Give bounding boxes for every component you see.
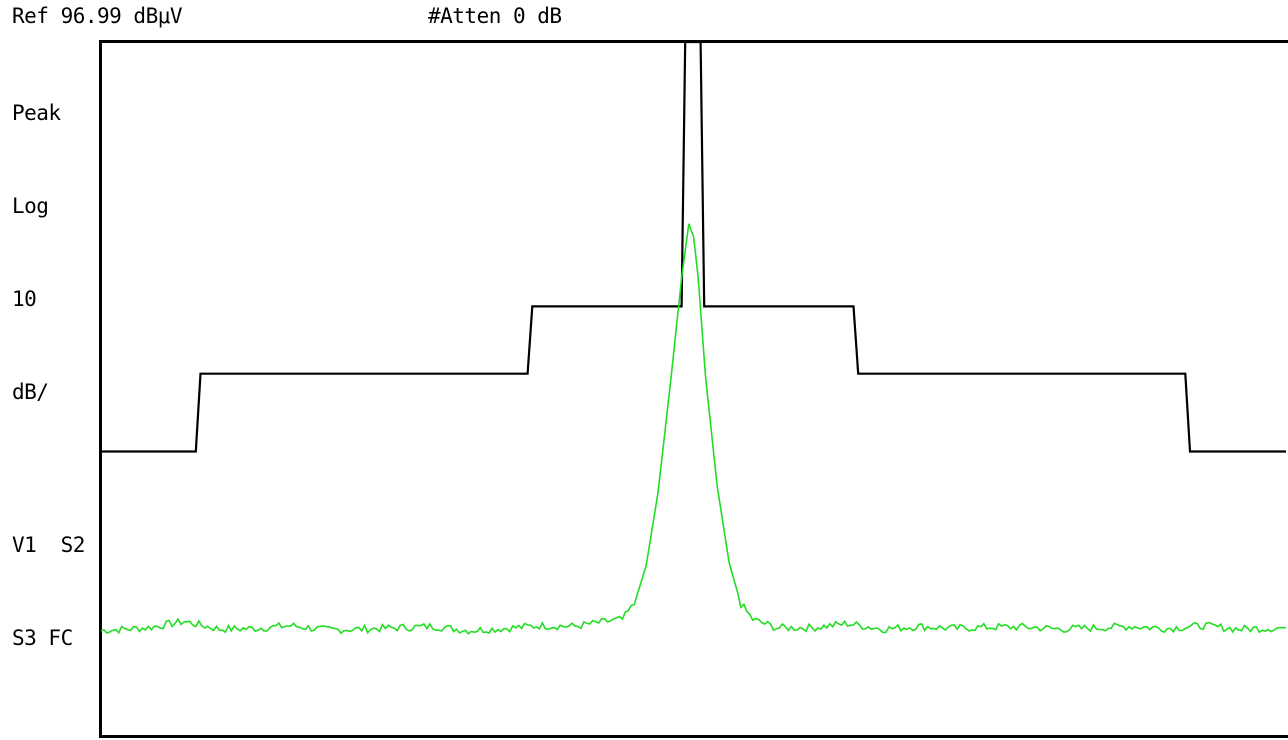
- scale-value-label: 10: [12, 287, 37, 311]
- spectrum-trace: [100, 223, 1287, 635]
- status-annotations: V1 S2 S3 FC: [12, 468, 85, 716]
- ref-level-readout: Ref 96.99 dBμV: [12, 4, 183, 28]
- detector-mode-label: Peak: [12, 101, 61, 125]
- attenuation-readout: #Atten 0 dB: [428, 4, 562, 28]
- status-line-1: V1 S2: [12, 533, 85, 557]
- scale-type-label: Log: [12, 194, 49, 218]
- scale-annotations: Peak Log 10 dB/: [12, 36, 61, 470]
- limit-line: [101, 40, 1286, 453]
- scale-unit-label: dB/: [12, 380, 49, 404]
- status-line-2: S3 FC: [12, 626, 73, 650]
